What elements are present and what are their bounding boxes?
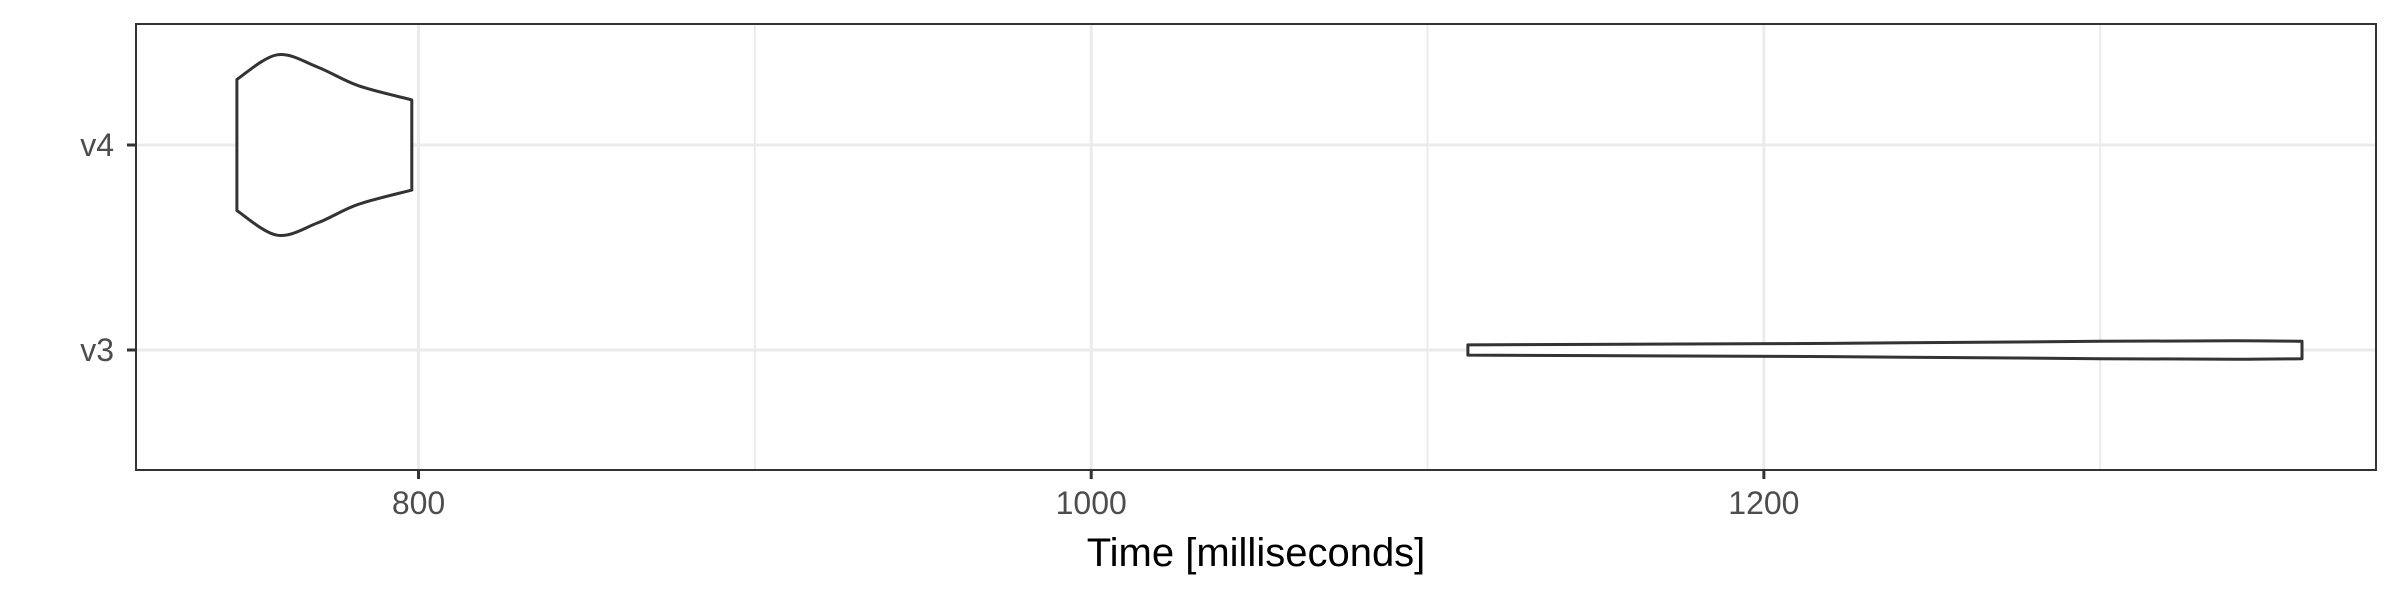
x-tick-label: 800 — [392, 485, 445, 521]
violins — [235, 53, 2304, 361]
panel-border — [135, 23, 2377, 471]
x-tick-label: 1200 — [1728, 485, 1799, 521]
x-tick-label: 1000 — [1056, 485, 1127, 521]
x-axis: 800 1000 1200 — [392, 470, 1799, 521]
x-axis-title: Time [milliseconds] — [1087, 531, 1426, 575]
y-axis: v3 v4 — [80, 127, 136, 368]
violin-v3 — [1466, 339, 2304, 361]
y-tick-label: v4 — [80, 127, 114, 163]
violin-v4 — [235, 53, 414, 237]
y-tick-label: v3 — [80, 332, 114, 368]
